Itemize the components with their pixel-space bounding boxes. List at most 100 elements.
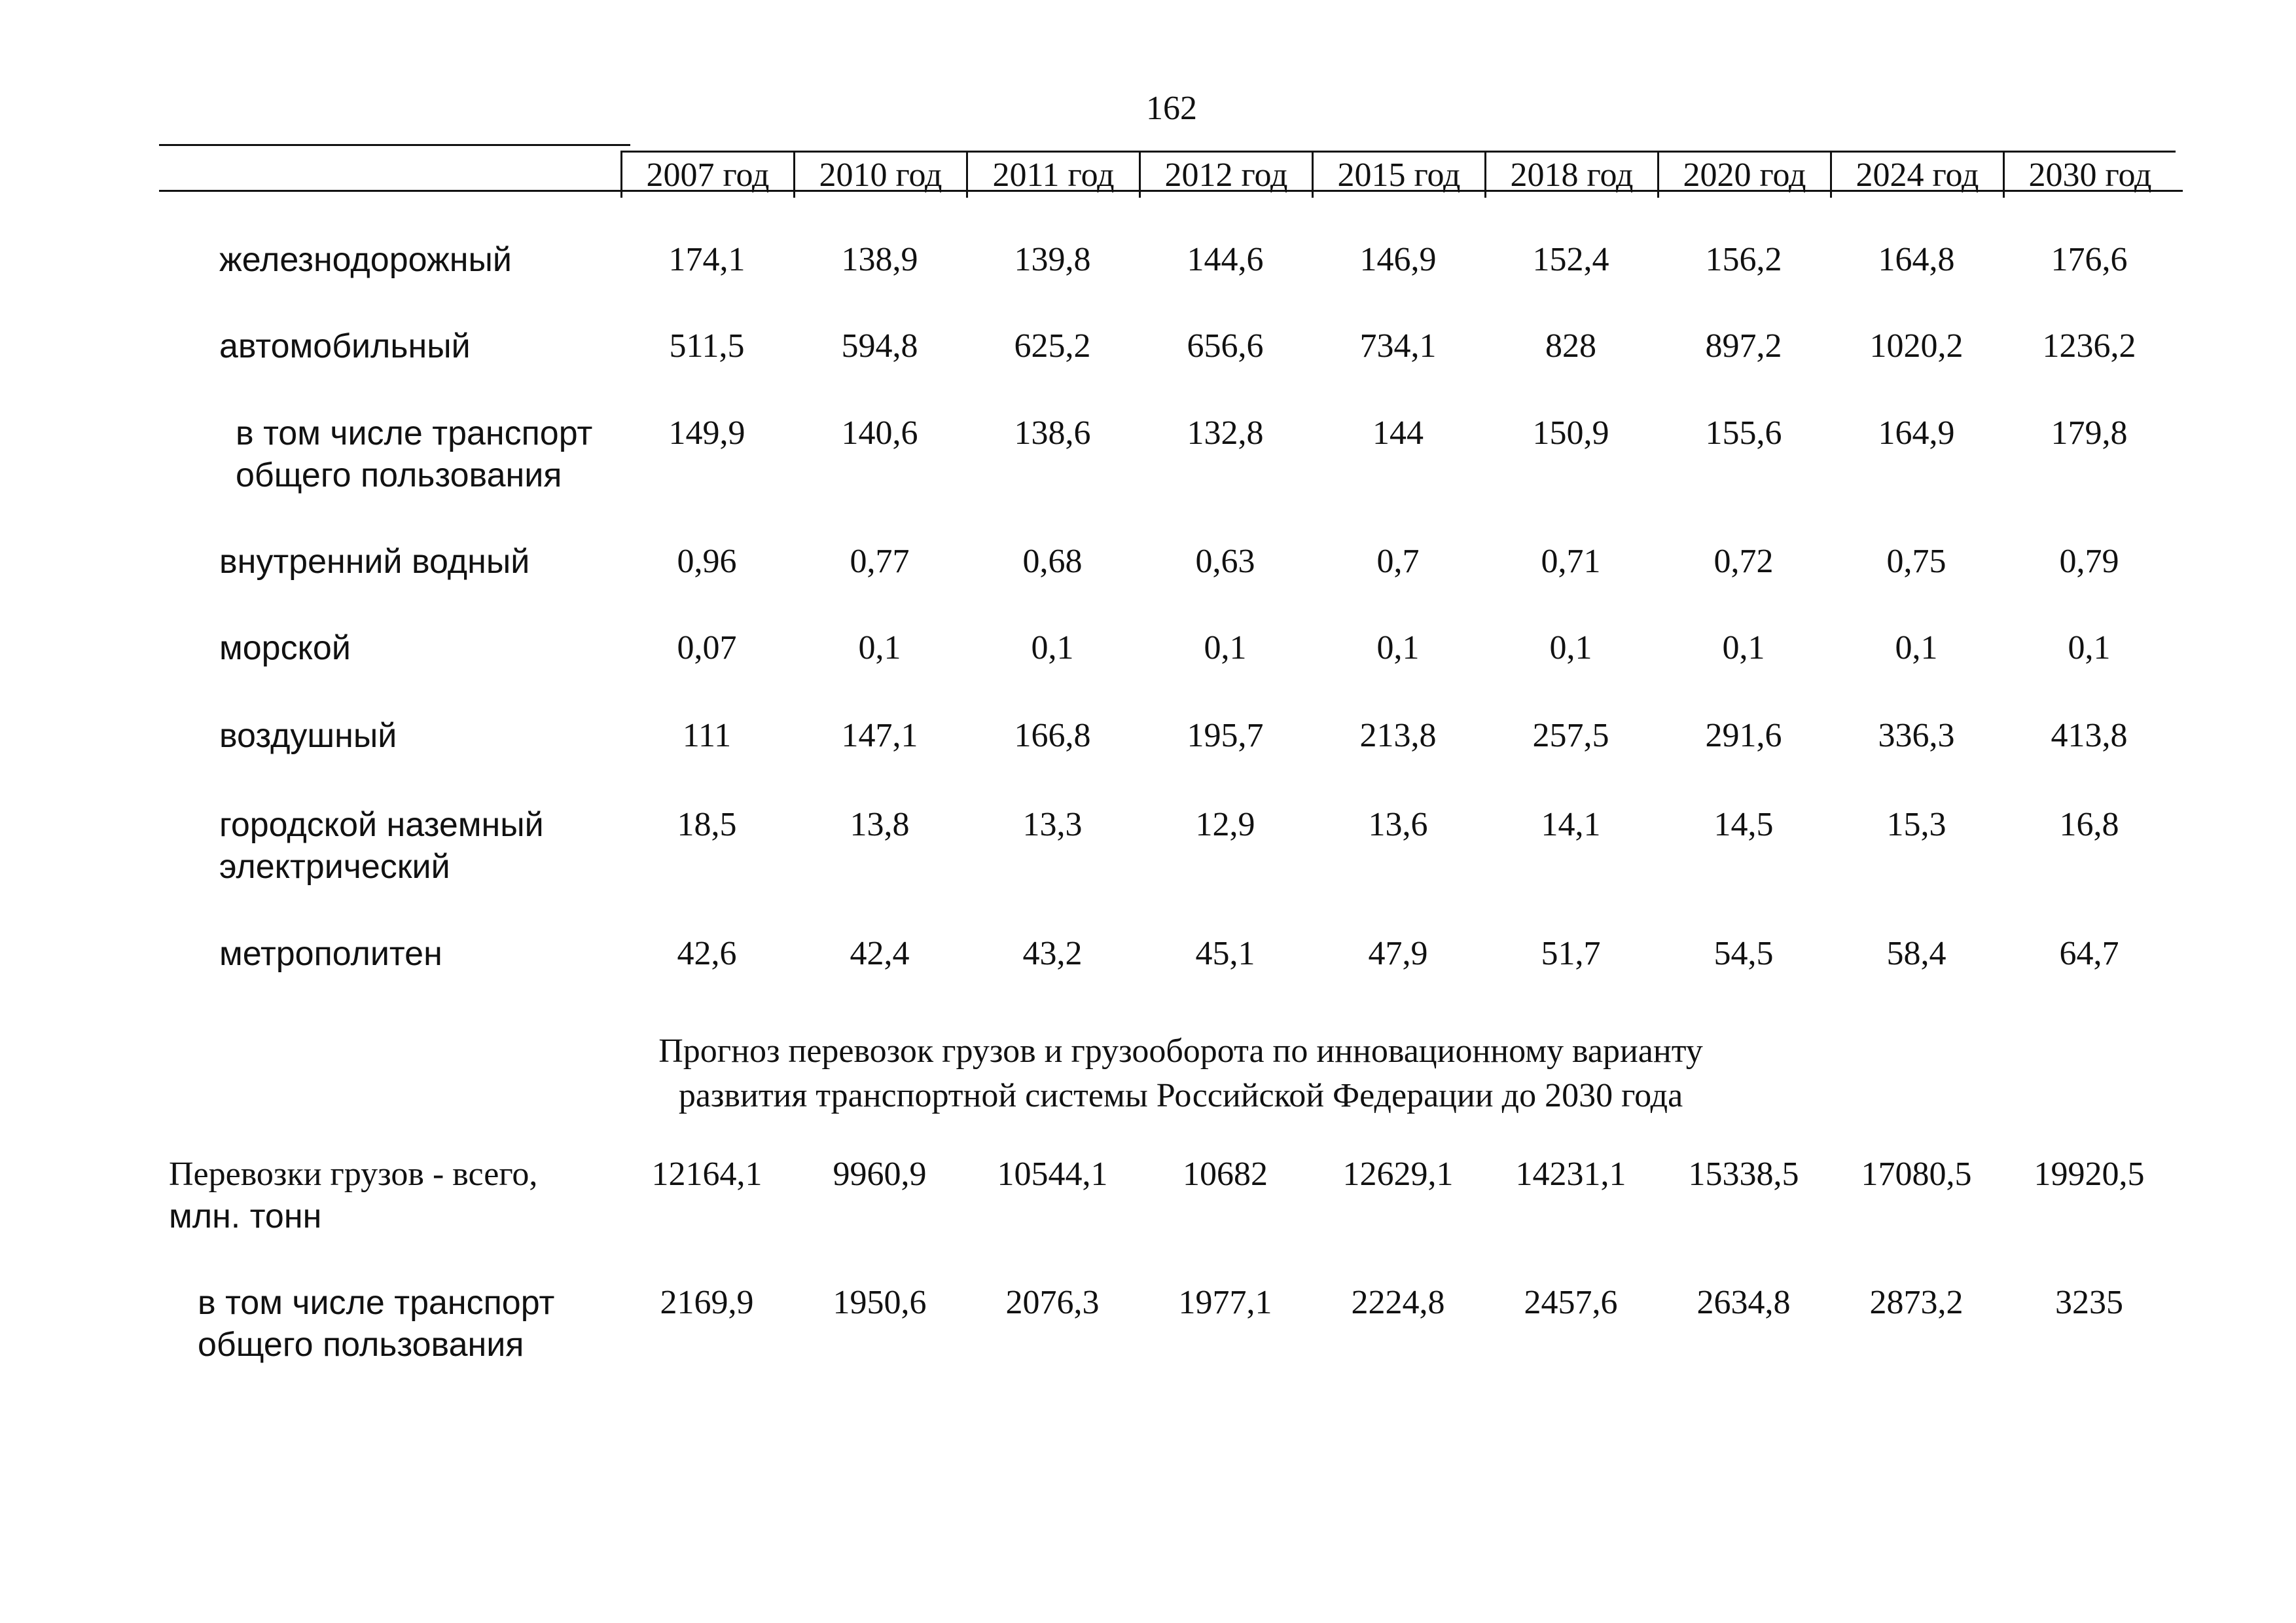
column-header: 2011 год [966,151,1139,198]
table-cell: 0,79 [2059,543,2119,580]
table-cell: 149,9 [668,414,745,452]
row-label: в том числе транспорт [236,414,593,452]
page-number: 162 [1146,90,1197,127]
table-cell: 0,63 [1195,543,1255,580]
table-cell: 1020,2 [1869,327,1964,365]
row-label: млн. тонн [169,1197,322,1235]
table-cell: 138,6 [1014,414,1091,452]
table-cell: 2076,3 [1005,1284,1100,1321]
table-cell: 0,7 [1376,543,1420,580]
table-cell: 152,4 [1532,241,1609,278]
row-label: автомобильный [219,327,471,365]
table-cell: 0,1 [1376,629,1420,666]
table-cell: 12629,1 [1342,1156,1454,1193]
table-cell: 174,1 [668,241,745,278]
table-cell: 51,7 [1541,935,1601,972]
table-cell: 511,5 [669,327,745,365]
table-cell: 0,77 [850,543,910,580]
table-cell: 42,4 [850,935,910,972]
table-cell: 656,6 [1187,327,1264,365]
table-cell: 54,5 [1713,935,1774,972]
table-cell: 195,7 [1187,717,1264,754]
column-header: 2018 год [1484,151,1657,198]
table-cell: 0,1 [858,629,901,666]
table-cell: 64,7 [2059,935,2119,972]
table-cell: 734,1 [1359,327,1437,365]
column-header: 2012 год [1139,151,1312,198]
row-label: общего пользования [236,456,562,494]
row-label: Перевозки грузов - всего, [169,1156,538,1193]
table-cell: 13,8 [850,806,910,843]
table-cell: 164,8 [1878,241,1955,278]
table-cell: 19920,5 [2034,1156,2145,1193]
table-cell: 58,4 [1886,935,1946,972]
table-cell: 150,9 [1532,414,1609,452]
table-cell: 0,07 [677,629,737,666]
column-header: 2007 год [620,151,793,198]
header-rule-top [159,144,630,146]
table-cell: 1236,2 [2042,327,2136,365]
table-cell: 213,8 [1359,717,1437,754]
column-header: 2010 год [793,151,966,198]
section-title-line: развития транспортной системы Российской… [678,1077,1683,1114]
table-cell: 2634,8 [1696,1284,1791,1321]
row-label: в том числе транспорт [198,1284,555,1322]
table-cell: 3235 [2055,1284,2123,1321]
table-cell: 0,1 [1549,629,1592,666]
row-label: железнодорожный [219,241,512,279]
table-cell: 0,1 [1031,629,1074,666]
table-cell: 594,8 [841,327,918,365]
table-cell: 138,9 [841,241,918,278]
table-cell: 897,2 [1705,327,1782,365]
table-cell: 45,1 [1195,935,1255,972]
table-cell: 10544,1 [997,1156,1108,1193]
table-cell: 625,2 [1014,327,1091,365]
table-cell: 0,1 [1204,629,1247,666]
table-cell: 179,8 [2051,414,2128,452]
row-label: общего пользования [198,1326,524,1364]
table-cell: 16,8 [2059,806,2119,843]
section-title: Прогноз перевозок грузов и грузооборота … [0,1029,2296,1118]
table-cell: 166,8 [1014,717,1091,754]
column-header: 2030 год [2003,151,2176,198]
section-title-line: Прогноз перевозок грузов и грузооборота … [658,1032,1703,1070]
table-cell: 1977,1 [1178,1284,1272,1321]
table-cell: 47,9 [1368,935,1428,972]
table-cell: 2169,9 [660,1284,754,1321]
table-cell: 18,5 [677,806,737,843]
column-header: 2024 год [1830,151,2003,198]
table-cell: 2457,6 [1524,1284,1618,1321]
table-cell: 12164,1 [651,1156,762,1193]
row-label: городской наземный [219,806,544,844]
table-cell: 2224,8 [1351,1284,1445,1321]
table-cell: 257,5 [1532,717,1609,754]
table-cell: 147,1 [841,717,918,754]
table-cell: 155,6 [1705,414,1782,452]
table-cell: 111 [682,717,732,754]
table-cell: 0,75 [1886,543,1946,580]
table-cell: 0,71 [1541,543,1601,580]
table-cell: 0,96 [677,543,737,580]
row-label: электрический [219,848,450,886]
table-cell: 164,9 [1878,414,1955,452]
table-cell: 14,5 [1713,806,1774,843]
table-cell: 2873,2 [1869,1284,1964,1321]
table-cell: 15338,5 [1688,1156,1799,1193]
row-label: воздушный [219,717,397,755]
table-cell: 0,1 [1722,629,1765,666]
row-label: морской [219,629,351,667]
table-cell: 12,9 [1195,806,1255,843]
table-cell: 144,6 [1187,241,1264,278]
table-cell: 156,2 [1705,241,1782,278]
table-cell: 0,68 [1022,543,1083,580]
row-label: внутренний водный [219,543,530,581]
table-cell: 9960,9 [833,1156,927,1193]
table-cell: 132,8 [1187,414,1264,452]
table-cell: 1950,6 [833,1284,927,1321]
table-cell: 43,2 [1022,935,1083,972]
table-cell: 10682 [1183,1156,1268,1193]
table-cell: 0,1 [1895,629,1938,666]
row-label: метрополитен [219,935,442,973]
table-cell: 140,6 [841,414,918,452]
table-cell: 144 [1372,414,1424,452]
